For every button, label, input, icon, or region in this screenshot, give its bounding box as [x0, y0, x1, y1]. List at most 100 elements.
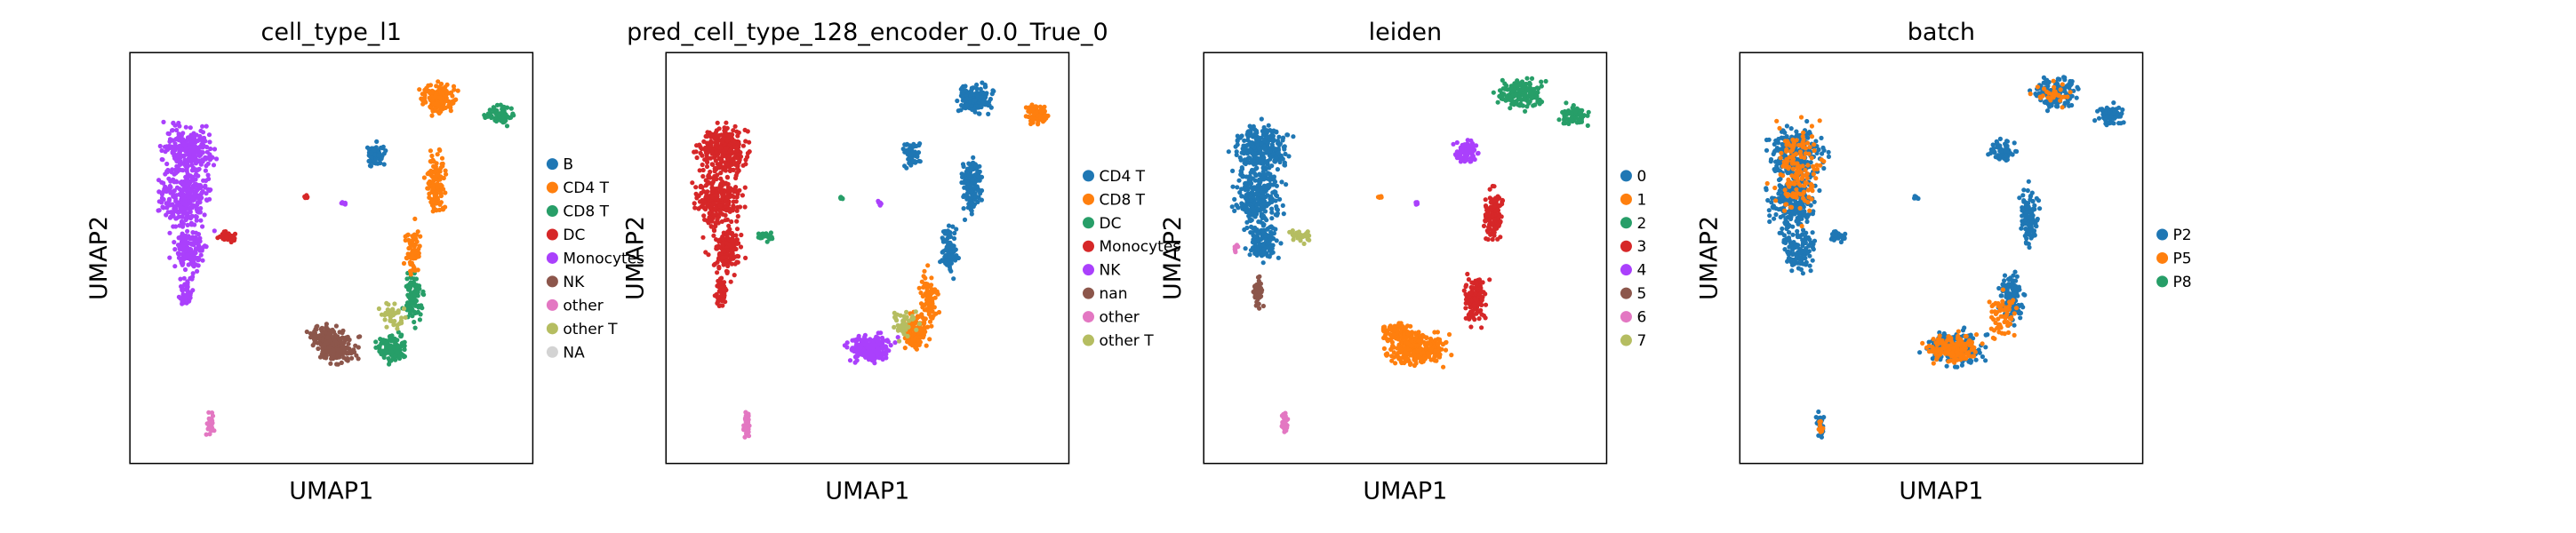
scatter-point — [191, 264, 196, 269]
scatter-point — [731, 128, 736, 133]
scatter-point — [743, 139, 748, 144]
scatter-point — [1242, 204, 1247, 210]
scatter-point — [719, 281, 724, 286]
scatter-point — [708, 218, 713, 223]
scatter-point — [728, 279, 733, 284]
scatter-point — [1269, 163, 1275, 169]
scatter-point — [704, 140, 710, 146]
scatter-point — [724, 147, 729, 152]
scatter-point — [390, 338, 396, 344]
scatter-point — [165, 203, 171, 208]
legend-label: NK — [1100, 262, 1122, 280]
scatter-point — [188, 235, 193, 242]
scatter-point — [1250, 189, 1255, 195]
scatter-point — [1488, 200, 1493, 205]
scatter-point — [1254, 203, 1260, 208]
scatter-point — [917, 159, 923, 164]
scatter-point — [961, 163, 966, 170]
scatter-point — [1281, 211, 1286, 217]
scatter-point — [346, 341, 351, 346]
scatter-point — [876, 336, 881, 341]
scatter-point — [972, 91, 977, 97]
scatter-point — [393, 354, 398, 359]
scatter-point — [950, 224, 956, 229]
scatter-point — [1038, 115, 1044, 121]
scatter-point — [711, 233, 716, 238]
scatter-point — [419, 96, 424, 101]
scatter-point — [410, 307, 415, 313]
scatter-point — [1277, 196, 1283, 202]
scatter-point — [179, 132, 184, 138]
scatter-point — [1254, 138, 1260, 144]
scatter-point — [192, 182, 197, 187]
scatter-point — [724, 120, 729, 125]
scatter-point — [202, 135, 207, 140]
scatter-point — [211, 163, 217, 168]
scatter-point — [724, 208, 729, 213]
scatter-points — [690, 80, 1051, 440]
scatter-point — [1408, 323, 1413, 329]
scatter-point — [1492, 232, 1497, 237]
scatter-point — [1238, 157, 1244, 163]
scatter-point — [193, 213, 198, 219]
scatter-point — [913, 345, 918, 350]
scatter-point — [857, 346, 863, 351]
scatter-point — [1244, 193, 1249, 198]
scatter-point — [314, 324, 319, 330]
scatter-point — [435, 152, 440, 157]
scatter-point — [451, 84, 457, 89]
scatter-point — [968, 92, 973, 98]
y-axis-label: UMAP2 — [85, 216, 113, 300]
scatter-point — [719, 132, 724, 138]
scatter-point — [331, 347, 336, 353]
scatter-point — [723, 168, 729, 173]
scatter-point — [1244, 197, 1250, 203]
scatter-point — [980, 100, 986, 106]
scatter-point — [942, 231, 948, 236]
scatter-point — [180, 261, 186, 266]
scatter-point — [175, 251, 180, 256]
scatter-point — [184, 203, 189, 208]
legend-marker — [546, 322, 558, 335]
scatter-point — [716, 239, 722, 244]
scatter-point — [431, 95, 436, 100]
scatter-point — [414, 310, 420, 315]
scatter-point — [852, 338, 857, 343]
scatter-point — [196, 173, 201, 179]
scatter-point — [1416, 338, 1421, 344]
scatter-point — [1495, 207, 1500, 212]
scatter-point — [714, 187, 719, 192]
scatter-point — [892, 314, 898, 320]
scatter-point — [440, 161, 445, 166]
scatter-point — [1244, 219, 1250, 225]
scatter-point — [1474, 280, 1479, 285]
scatter-point — [157, 143, 163, 149]
scatter-point — [721, 287, 726, 292]
scatter-point — [925, 263, 931, 268]
scatter-point — [979, 187, 985, 194]
scatter-point — [438, 193, 444, 199]
scatter-point — [854, 358, 860, 363]
scatter-point — [743, 410, 748, 415]
scatter-point — [1269, 246, 1275, 251]
scatter-point — [1252, 151, 1258, 156]
scatter-point — [947, 253, 952, 259]
scatter-point — [483, 115, 488, 120]
scatter-point — [868, 356, 874, 362]
scatter-point — [180, 224, 186, 229]
scatter-point — [1252, 127, 1258, 132]
scatter-point — [1253, 191, 1259, 196]
scatter-point — [742, 416, 748, 421]
scatter-point — [376, 306, 381, 312]
scatter-point — [736, 159, 741, 165]
scatter-point — [320, 346, 325, 351]
scatter-point — [745, 419, 750, 425]
scatter-point — [188, 155, 193, 161]
legend-label: NK — [563, 274, 585, 291]
scatter-point — [1283, 151, 1288, 156]
scatter-point — [356, 334, 362, 339]
scatter-point — [1256, 229, 1261, 235]
scatter-point — [1275, 167, 1280, 172]
scatter-point — [1269, 216, 1275, 221]
